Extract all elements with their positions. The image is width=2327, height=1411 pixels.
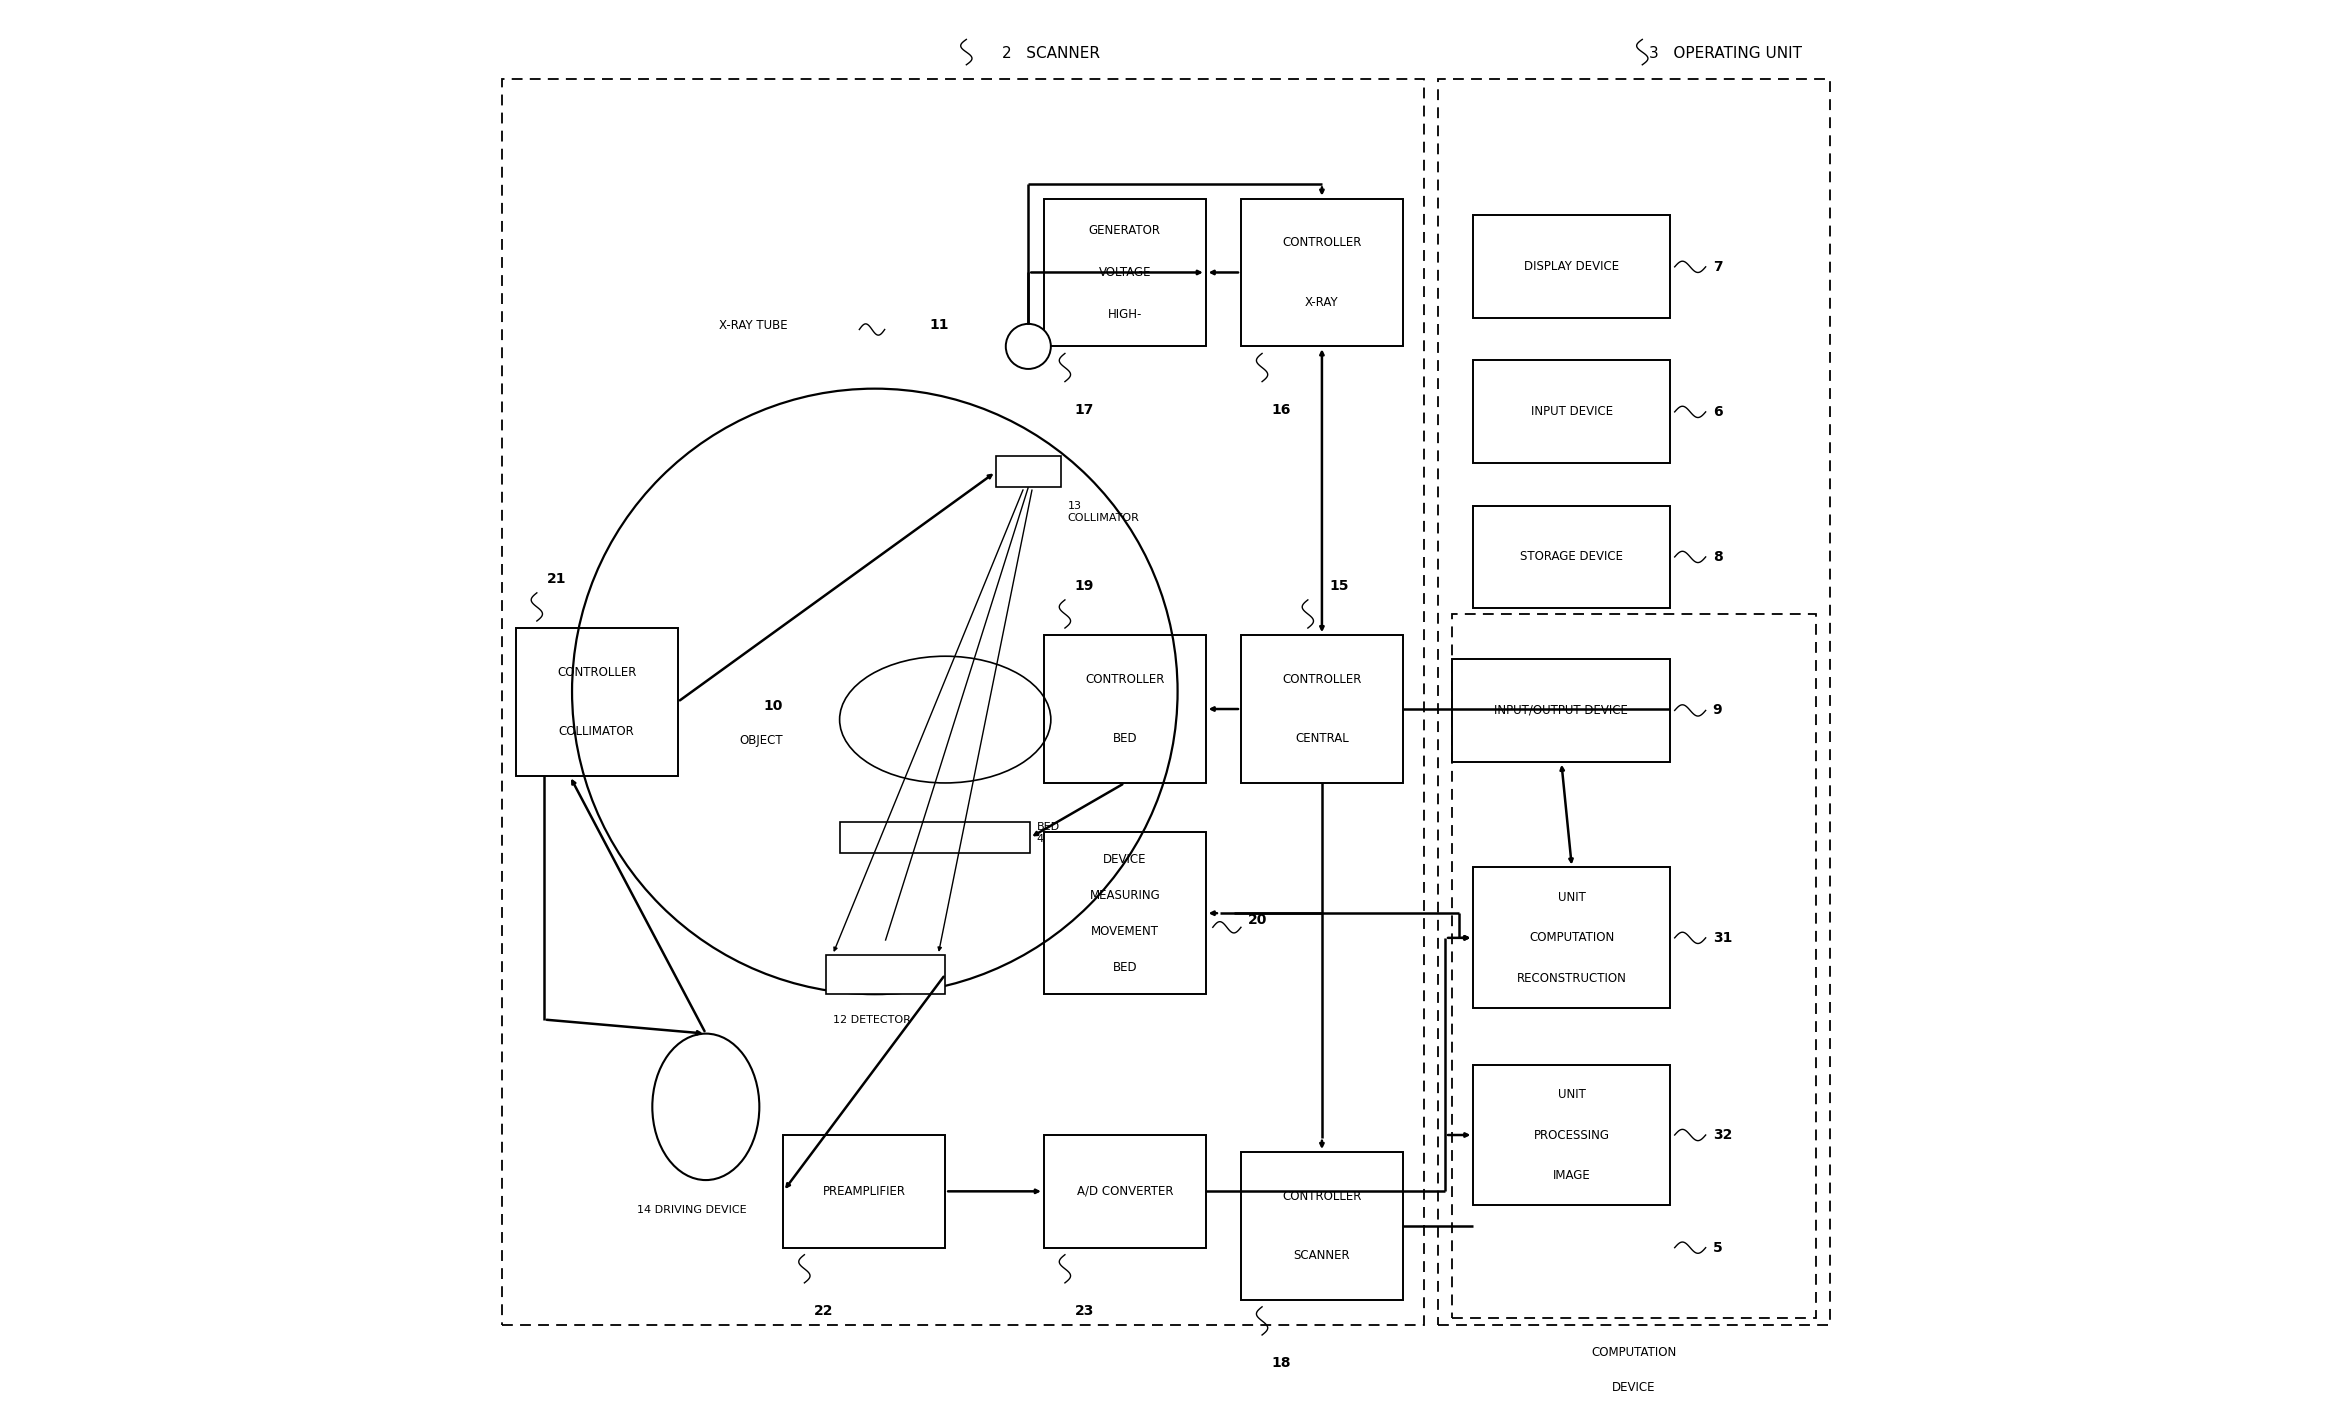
Bar — [1045, 832, 1205, 995]
Text: 32: 32 — [1713, 1127, 1731, 1141]
Text: X-RAY TUBE: X-RAY TUBE — [719, 319, 787, 332]
Text: INPUT/OUTPUT DEVICE: INPUT/OUTPUT DEVICE — [1494, 704, 1629, 717]
Text: 22: 22 — [814, 1304, 833, 1318]
Bar — [840, 823, 1031, 854]
Text: CENTRAL: CENTRAL — [1296, 732, 1350, 745]
Bar — [1240, 635, 1403, 783]
Bar — [1452, 659, 1671, 762]
Bar — [1473, 360, 1671, 463]
Text: 16: 16 — [1273, 402, 1291, 416]
Text: DISPLAY DEVICE: DISPLAY DEVICE — [1524, 261, 1620, 274]
Text: MOVEMENT: MOVEMENT — [1091, 924, 1159, 938]
Bar — [503, 79, 1424, 1325]
Text: DEVICE: DEVICE — [1613, 1381, 1654, 1394]
Text: BED
4: BED 4 — [1038, 823, 1059, 844]
Text: 9: 9 — [1713, 704, 1722, 717]
Text: PROCESSING: PROCESSING — [1533, 1129, 1610, 1141]
Text: CONTROLLER: CONTROLLER — [1282, 237, 1361, 250]
Text: BED: BED — [1112, 961, 1138, 974]
Text: 18: 18 — [1273, 1356, 1291, 1370]
Text: 8: 8 — [1713, 550, 1722, 564]
Bar — [996, 456, 1061, 487]
Text: IMAGE: IMAGE — [1552, 1168, 1592, 1182]
Bar — [1045, 635, 1205, 783]
Text: GENERATOR: GENERATOR — [1089, 224, 1161, 237]
Text: MEASURING: MEASURING — [1089, 889, 1161, 902]
Text: UNIT: UNIT — [1559, 1088, 1585, 1101]
Text: HIGH-: HIGH- — [1108, 308, 1143, 322]
Text: RECONSTRUCTION: RECONSTRUCTION — [1517, 972, 1627, 985]
Bar — [1473, 216, 1671, 319]
Text: 2   SCANNER: 2 SCANNER — [1001, 47, 1101, 61]
Text: 15: 15 — [1329, 579, 1347, 593]
Text: 7: 7 — [1713, 260, 1722, 274]
Text: 10: 10 — [763, 698, 784, 713]
Bar — [1438, 79, 1829, 1325]
Bar — [1452, 614, 1815, 1318]
Text: 5: 5 — [1713, 1240, 1722, 1254]
Text: BED: BED — [1112, 732, 1138, 745]
Text: X-RAY: X-RAY — [1305, 295, 1338, 309]
Text: CONTROLLER: CONTROLLER — [1282, 673, 1361, 686]
Bar — [1240, 199, 1403, 347]
Bar — [1240, 1151, 1403, 1300]
Text: UNIT: UNIT — [1559, 892, 1585, 904]
Bar — [1473, 868, 1671, 1009]
Text: 12 DETECTOR: 12 DETECTOR — [833, 1016, 910, 1026]
Text: COMPUTATION: COMPUTATION — [1529, 931, 1615, 944]
Text: COLLIMATOR: COLLIMATOR — [558, 725, 635, 738]
Text: VOLTAGE: VOLTAGE — [1098, 265, 1152, 279]
Text: SCANNER: SCANNER — [1294, 1249, 1350, 1261]
Bar — [1473, 1064, 1671, 1205]
Text: 13
COLLIMATOR: 13 COLLIMATOR — [1068, 501, 1140, 523]
Bar — [784, 1134, 945, 1247]
Text: 20: 20 — [1247, 913, 1268, 927]
Text: CONTROLLER: CONTROLLER — [556, 666, 635, 679]
Text: 19: 19 — [1075, 579, 1094, 593]
Bar — [1045, 1134, 1205, 1247]
Bar — [826, 955, 945, 995]
Text: A/D CONVERTER: A/D CONVERTER — [1077, 1185, 1173, 1198]
Text: 14 DRIVING DEVICE: 14 DRIVING DEVICE — [638, 1205, 747, 1215]
Text: DEVICE: DEVICE — [1103, 852, 1147, 866]
Bar — [517, 628, 677, 776]
Text: 11: 11 — [931, 319, 949, 332]
Text: INPUT DEVICE: INPUT DEVICE — [1531, 405, 1613, 419]
Text: CONTROLLER: CONTROLLER — [1282, 1189, 1361, 1202]
Text: 21: 21 — [547, 571, 565, 586]
Text: OBJECT: OBJECT — [740, 734, 784, 748]
Bar — [1045, 199, 1205, 347]
Text: 3   OPERATING UNIT: 3 OPERATING UNIT — [1650, 47, 1803, 61]
Text: 17: 17 — [1075, 402, 1094, 416]
Text: PREAMPLIFIER: PREAMPLIFIER — [824, 1185, 905, 1198]
Text: 31: 31 — [1713, 931, 1731, 945]
Circle shape — [1005, 325, 1052, 368]
Text: 6: 6 — [1713, 405, 1722, 419]
Text: COMPUTATION: COMPUTATION — [1592, 1346, 1675, 1359]
Text: CONTROLLER: CONTROLLER — [1084, 673, 1164, 686]
Bar — [1473, 505, 1671, 608]
Text: 23: 23 — [1075, 1304, 1094, 1318]
Text: STORAGE DEVICE: STORAGE DEVICE — [1520, 550, 1624, 563]
